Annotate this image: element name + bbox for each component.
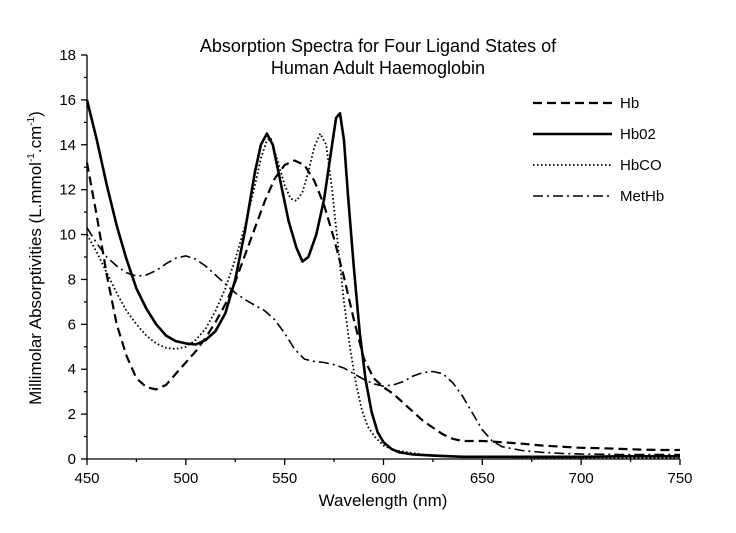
- chart-title-line-1: Absorption Spectra for Four Ligand State…: [200, 36, 557, 56]
- x-tick-label: 600: [371, 470, 396, 487]
- x-tick-label: 750: [667, 470, 692, 487]
- y-tick-label: 2: [68, 406, 76, 423]
- chart-title: Absorption Spectra for Four Ligand State…: [200, 36, 557, 78]
- x-tick-label: 550: [272, 470, 297, 487]
- x-tick-label: 450: [74, 470, 99, 487]
- y-tick-label: 6: [68, 316, 76, 333]
- x-tick-label: 500: [173, 470, 198, 487]
- y-tick-label: 8: [68, 271, 76, 288]
- y-axis-label-mid: .cm: [26, 126, 45, 153]
- y-tick-label: 14: [59, 137, 76, 154]
- y-tick-label: 16: [59, 92, 76, 109]
- y-axis-label-end: ): [26, 111, 45, 117]
- axes: [86, 55, 680, 460]
- x-axis-label: Wavelength (nm): [319, 491, 448, 510]
- y-tick-label: 0: [68, 451, 76, 468]
- series-line-hb: [85, 159, 680, 452]
- y-axis-label-text: Millimolar Absorptivities (L.mmol: [26, 162, 45, 405]
- legend-label-hbco: HbCO: [620, 157, 662, 174]
- x-tick-label: 650: [470, 470, 495, 487]
- y-tick-label: 18: [59, 47, 76, 64]
- y-axis-ticks: 0 2 4 6 8 10 12 14 16 18: [59, 47, 87, 468]
- y-tick-label: 4: [68, 361, 76, 378]
- y-axis-label: Millimolar Absorptivities (L.mmol-1.cm-1…: [26, 111, 45, 405]
- legend-label-hb02: Hb02: [620, 126, 656, 143]
- legend: Hb Hb02 HbCO MetHb: [533, 95, 664, 205]
- series-line-methb: [86, 227, 680, 456]
- series-lines: [85, 99, 680, 459]
- series-line-hbco: [86, 132, 680, 459]
- legend-label-hb: Hb: [620, 95, 639, 112]
- series-line-hb02: [85, 99, 680, 459]
- x-axis-ticks: 450 500 550 600 650 700 750: [74, 459, 693, 487]
- y-axis-label-sup1: -1: [26, 153, 37, 162]
- y-axis-label-sup2: -1: [26, 116, 37, 125]
- chart-title-line-2: Human Adult Haemoglobin: [271, 58, 485, 78]
- y-tick-label: 10: [59, 227, 76, 244]
- legend-label-methb: MetHb: [620, 188, 664, 205]
- x-tick-label: 700: [569, 470, 594, 487]
- y-tick-label: 12: [59, 182, 76, 199]
